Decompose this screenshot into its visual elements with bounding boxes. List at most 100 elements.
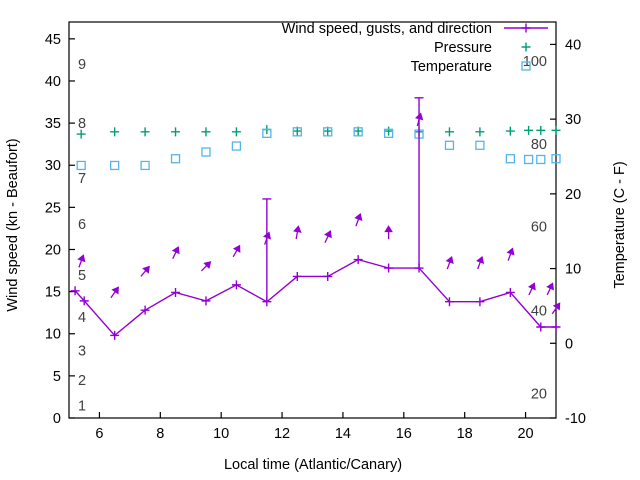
series-temperature xyxy=(76,127,561,171)
pressure-marker xyxy=(201,127,211,137)
y-tick-label: 10 xyxy=(45,327,61,343)
legend-label: Pressure xyxy=(434,40,492,56)
fahrenheit-label: 100 xyxy=(523,54,547,70)
wind-speed-marker xyxy=(353,255,363,265)
beaufort-label: 8 xyxy=(78,116,86,132)
y2-tick-label: 0 xyxy=(565,336,573,352)
legend-label: Temperature xyxy=(411,59,492,75)
gust-arrow-head xyxy=(324,230,332,239)
wind-speed-marker xyxy=(292,271,302,281)
y2-tick-label: 20 xyxy=(565,187,581,203)
beaufort-label: 5 xyxy=(78,268,86,284)
x-tick-label: 14 xyxy=(335,426,351,442)
beaufort-label: 1 xyxy=(78,398,86,414)
legend-label: Wind speed, gusts, and direction xyxy=(282,21,492,37)
gust-arrow-head xyxy=(415,112,424,121)
temperature-marker xyxy=(536,154,546,165)
wind-speed-marker xyxy=(79,296,89,306)
y-tick-label: 35 xyxy=(45,116,61,132)
y2-axis-ticks: -10 0 10 20 30 40 xyxy=(550,37,586,427)
pressure-marker xyxy=(171,127,181,137)
temperature-marker xyxy=(353,127,363,137)
temperature-marker xyxy=(231,141,242,151)
wind-speed-marker xyxy=(323,271,333,281)
wind-speed-marker xyxy=(110,330,120,340)
wind-speed-marker xyxy=(505,287,515,297)
beaufort-label: 6 xyxy=(78,217,86,233)
temperature-marker xyxy=(323,127,333,137)
y-tick-label: 45 xyxy=(45,32,61,48)
x-tick-label: 20 xyxy=(517,426,533,442)
beaufort-label: 9 xyxy=(78,57,86,73)
temperature-marker xyxy=(110,160,120,171)
fahrenheit-label: 80 xyxy=(531,137,547,153)
y-axis-ticks: 0 5 10 15 20 25 30 35 40 45 xyxy=(45,32,75,427)
wind-errorbar xyxy=(262,198,272,302)
wind-speed-marker xyxy=(384,263,394,273)
temperature-marker xyxy=(475,140,485,150)
y2-tick-label: -10 xyxy=(565,411,586,427)
y-tick-label: 30 xyxy=(45,158,61,174)
chart-legend: Wind speed, gusts, and direction Pressure… xyxy=(282,21,548,75)
y2-tick-label: 30 xyxy=(565,112,581,128)
temperature-marker xyxy=(551,154,561,164)
x-tick-label: 6 xyxy=(95,426,103,442)
temperature-marker xyxy=(262,128,272,138)
gust-arrow-head xyxy=(445,255,454,264)
x-tick-label: 18 xyxy=(457,426,473,442)
gust-arrow-head xyxy=(546,282,555,291)
beaufort-label: 2 xyxy=(78,373,86,389)
x-tick-label: 8 xyxy=(156,426,164,442)
temperature-marker xyxy=(170,154,181,164)
legend-sample-marker xyxy=(521,23,531,33)
series-wind-gusts xyxy=(77,112,561,315)
temperature-marker xyxy=(523,154,534,165)
pressure-marker xyxy=(444,127,454,137)
fahrenheit-label: 20 xyxy=(531,386,547,402)
gust-arrow-head xyxy=(142,265,150,274)
gust-arrow-head xyxy=(262,231,272,240)
wind-speed-marker xyxy=(444,297,454,307)
pressure-marker xyxy=(475,127,485,137)
pressure-marker xyxy=(505,126,515,136)
gust-arrow-head xyxy=(552,302,561,311)
temperature-marker xyxy=(201,147,211,157)
legend-sample-marker xyxy=(521,42,531,52)
temperature-marker xyxy=(505,154,515,164)
legend-sample-marker xyxy=(521,61,531,71)
y2-tick-label: 10 xyxy=(565,262,581,278)
pressure-marker xyxy=(384,126,394,136)
pressure-marker xyxy=(536,125,546,135)
x-axis-title: Local time (Atlantic/Canary) xyxy=(224,457,402,473)
pressure-marker xyxy=(76,129,86,139)
fahrenheit-label: 60 xyxy=(531,220,547,236)
y-tick-label: 40 xyxy=(45,74,61,90)
temperature-marker xyxy=(292,127,302,137)
wind-speed-marker xyxy=(475,297,485,307)
wind-speed-marker xyxy=(201,296,211,306)
y2-axis-title: Temperature (C - F) xyxy=(612,161,628,288)
pressure-marker xyxy=(231,127,241,137)
beaufort-label: 7 xyxy=(78,171,86,187)
gust-arrow-head xyxy=(203,261,212,270)
y-tick-label: 5 xyxy=(53,369,61,385)
beaufort-label: 4 xyxy=(78,310,86,326)
x-tick-label: 12 xyxy=(274,426,290,442)
gust-arrow-head xyxy=(171,246,180,255)
temperature-marker xyxy=(383,128,394,138)
y-tick-label: 25 xyxy=(45,200,61,216)
y-axis-title: Wind speed (kn - Beaufort) xyxy=(5,138,21,311)
wind-speed-marker xyxy=(551,322,561,332)
gust-arrow-head xyxy=(476,255,485,264)
wind-speed-marker xyxy=(70,286,80,296)
wind-speed-marker xyxy=(171,287,181,297)
temperature-marker xyxy=(76,160,86,171)
wind-errorbar xyxy=(414,97,424,269)
temperature-marker xyxy=(140,160,150,171)
y-tick-label: 15 xyxy=(45,285,61,301)
gust-arrow-head xyxy=(77,254,86,263)
plot-border xyxy=(68,21,557,419)
plot-frame xyxy=(68,21,557,419)
